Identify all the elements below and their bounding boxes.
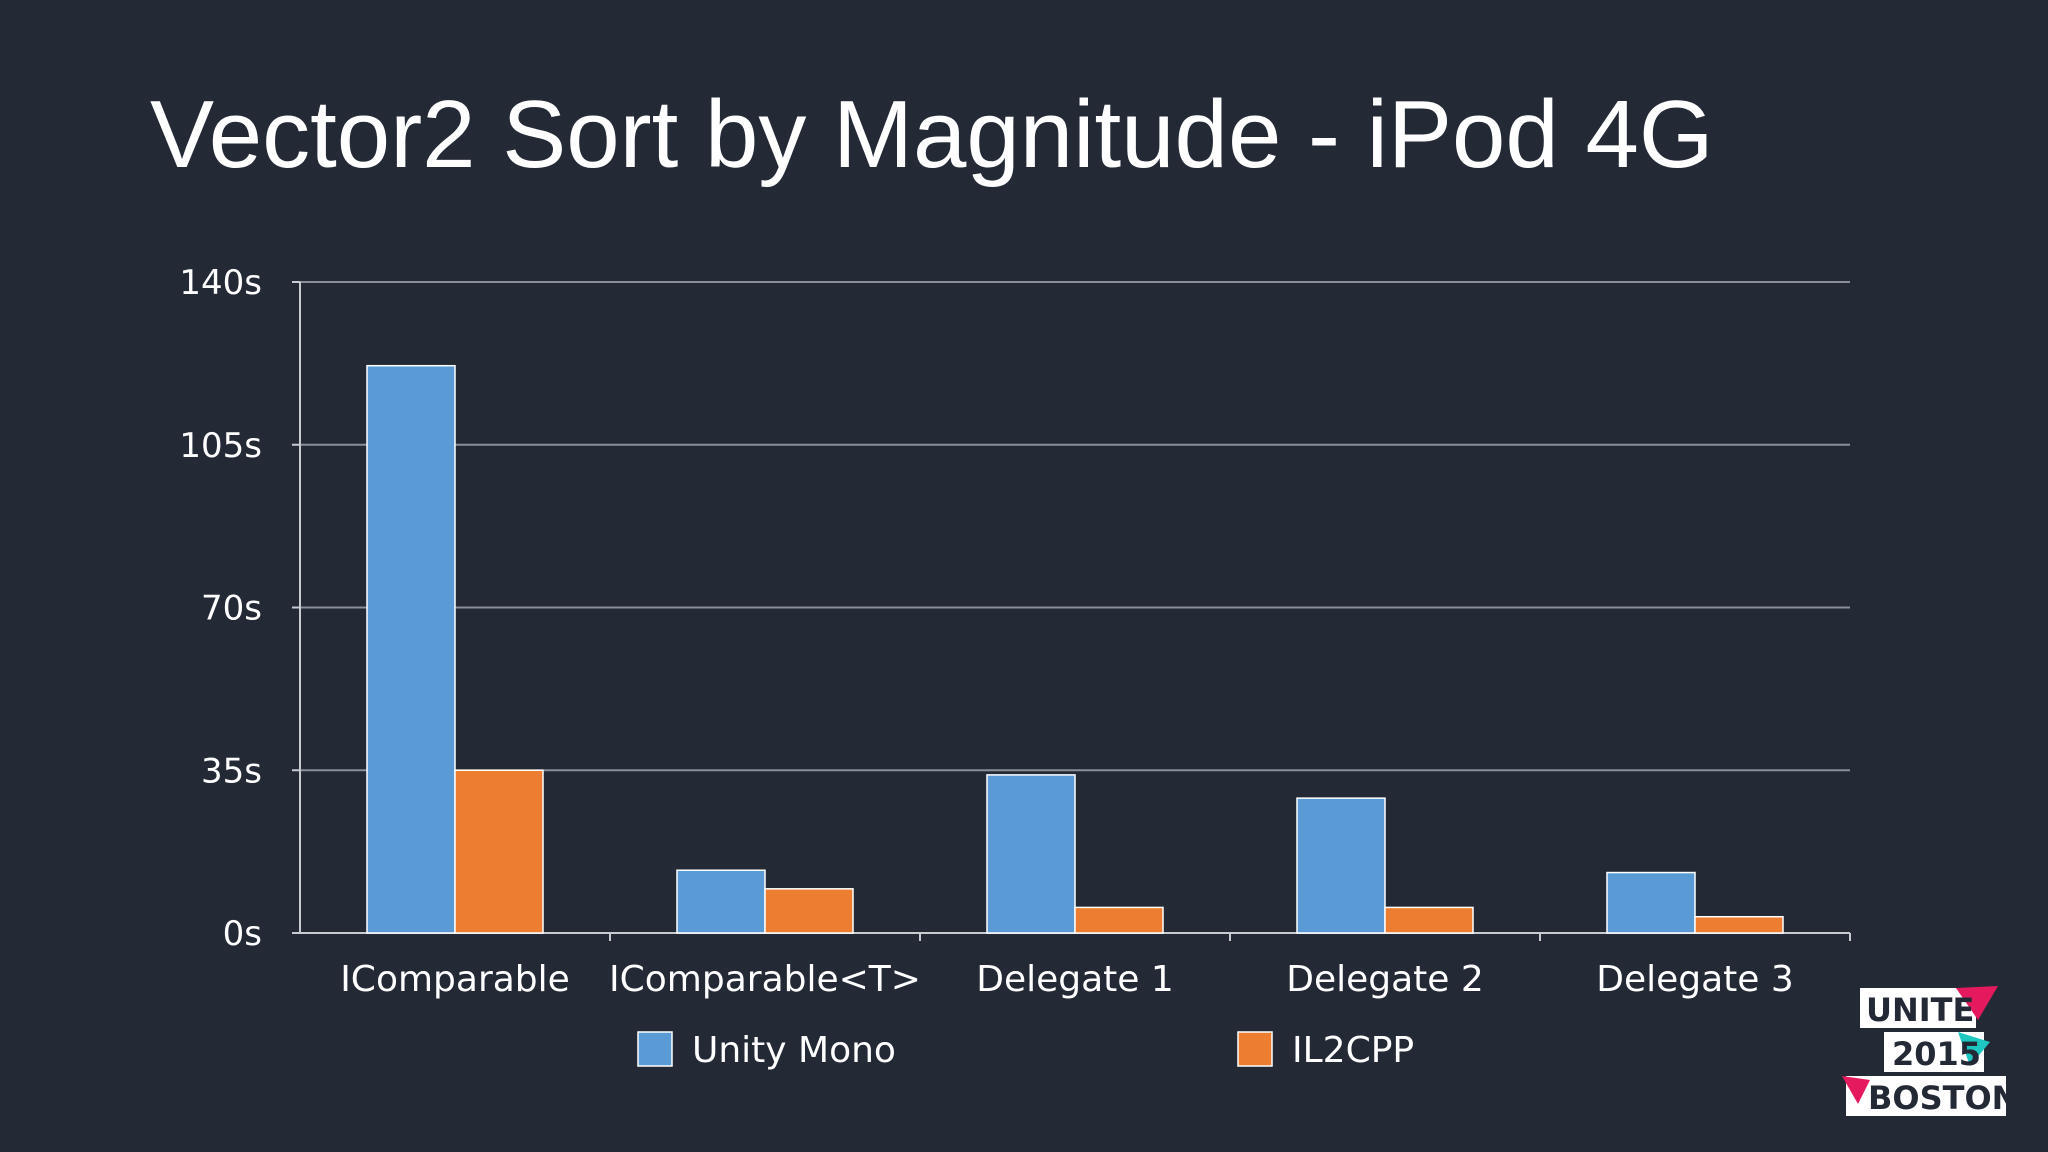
bar-il2cpp [764,888,854,934]
category-label: IComparable [340,959,570,1000]
legend: Unity Mono IL2CPP [637,1030,1414,1071]
category-labels: IComparable IComparable<T> Delegate 1 Deleg… [340,959,1794,1000]
category-label: Delegate 3 [1596,959,1794,1000]
slide-title: Vector2 Sort by Magnitude - iPod 4G [150,81,1714,188]
y-tick-label: 70s [201,589,262,629]
bar-il2cpp [1384,906,1474,934]
category-label: IComparable<T> [609,959,921,1000]
y-tick-label: 140s [179,263,262,303]
category-label: Delegate 2 [1286,959,1484,1000]
bar-unity-mono [1606,871,1696,934]
y-tick-label: 35s [201,751,262,791]
bar-unity-mono [676,869,766,934]
bar-unity-mono [1296,797,1386,934]
logo-line1: UNITE [1866,991,1974,1029]
category-label: Delegate 1 [976,959,1174,1000]
bar-unity-mono [986,774,1076,934]
bars [366,364,1784,934]
logo-line2: 2015 [1892,1035,1981,1073]
y-tick-labels: 0s 35s 70s 105s 140s [179,263,262,954]
legend-label: IL2CPP [1292,1030,1414,1071]
y-tick-label: 0s [223,914,262,954]
bar-unity-mono [366,364,456,934]
bar-il2cpp [1074,906,1164,934]
grid-lines [300,281,1850,772]
y-tick-label: 105s [179,426,262,466]
logo-line3: BOSTON [1868,1079,2018,1117]
legend-swatch [637,1031,673,1067]
legend-label: Unity Mono [692,1030,896,1071]
legend-swatch [1237,1031,1273,1067]
unite-2015-boston-logo: UNITE 2015 BOSTON [1842,986,2018,1117]
bar-il2cpp [1694,915,1784,934]
bar-il2cpp [454,769,544,934]
